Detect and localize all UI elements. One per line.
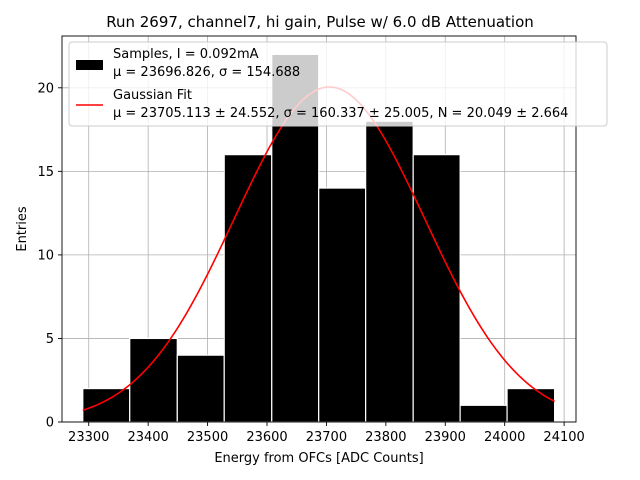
y-tick-label-2: 10 bbox=[37, 248, 54, 263]
legend: Samples, I = 0.092mA μ = 23696.826, σ = … bbox=[68, 41, 608, 127]
histogram-bar-9 bbox=[506, 387, 556, 423]
histogram-bar-0 bbox=[82, 387, 131, 423]
chart-title: Run 2697, channel7, hi gain, Pulse w/ 6.… bbox=[106, 13, 534, 31]
y-tick-label-4: 20 bbox=[37, 81, 54, 96]
legend-fit-name: Gaussian Fit bbox=[113, 88, 192, 103]
x-axis-label: Energy from OFCs [ADC Counts] bbox=[214, 451, 423, 466]
x-tick-label-6: 23900 bbox=[425, 430, 466, 445]
legend-samples-swatch bbox=[76, 60, 103, 70]
x-tick-label-4: 23700 bbox=[306, 430, 347, 445]
x-tick-label-0: 23300 bbox=[68, 430, 109, 445]
x-tick-label-2: 23500 bbox=[187, 430, 228, 445]
y-tick-label-3: 15 bbox=[37, 165, 54, 180]
histogram-bar-1 bbox=[129, 337, 178, 423]
histogram-bar-5 bbox=[318, 187, 367, 423]
legend-samples-name: Samples, I = 0.092mA bbox=[113, 47, 259, 62]
y-tick-label-1: 5 bbox=[46, 332, 54, 347]
x-axis-ticks: 23300 23400 23500 23600 23700 23800 23900 24000… bbox=[68, 422, 585, 445]
y-axis-ticks: 0 5 10 15 20 bbox=[37, 81, 62, 431]
histogram-bar-2 bbox=[176, 354, 225, 423]
x-tick-label-1: 23400 bbox=[127, 430, 168, 445]
legend-samples-stats: μ = 23696.826, σ = 154.688 bbox=[113, 65, 300, 80]
y-axis-label: Entries bbox=[15, 206, 30, 252]
legend-box bbox=[68, 41, 608, 127]
histogram-bar-8 bbox=[459, 404, 508, 423]
y-tick-label-0: 0 bbox=[46, 416, 54, 431]
legend-fit-stats: μ = 23705.113 ± 24.552, σ = 160.337 ± 25… bbox=[113, 106, 568, 121]
histogram-bar-3 bbox=[223, 154, 273, 423]
x-tick-label-3: 23600 bbox=[246, 430, 287, 445]
histogram-bar-6 bbox=[365, 120, 414, 423]
plot-frame bbox=[61, 35, 577, 423]
histogram-bar-7 bbox=[412, 154, 461, 423]
x-tick-label-7: 24000 bbox=[484, 430, 525, 445]
x-tick-label-5: 23800 bbox=[365, 430, 406, 445]
x-tick-label-8: 24100 bbox=[543, 430, 584, 445]
